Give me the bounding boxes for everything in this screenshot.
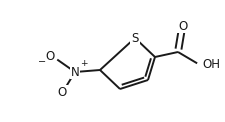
Text: −: − [38, 57, 46, 67]
Text: N: N [70, 66, 79, 78]
Text: O: O [45, 51, 54, 63]
Text: OH: OH [201, 59, 219, 71]
Text: O: O [57, 86, 66, 98]
Text: S: S [131, 31, 138, 45]
Text: +: + [80, 60, 87, 68]
Text: O: O [178, 20, 187, 32]
